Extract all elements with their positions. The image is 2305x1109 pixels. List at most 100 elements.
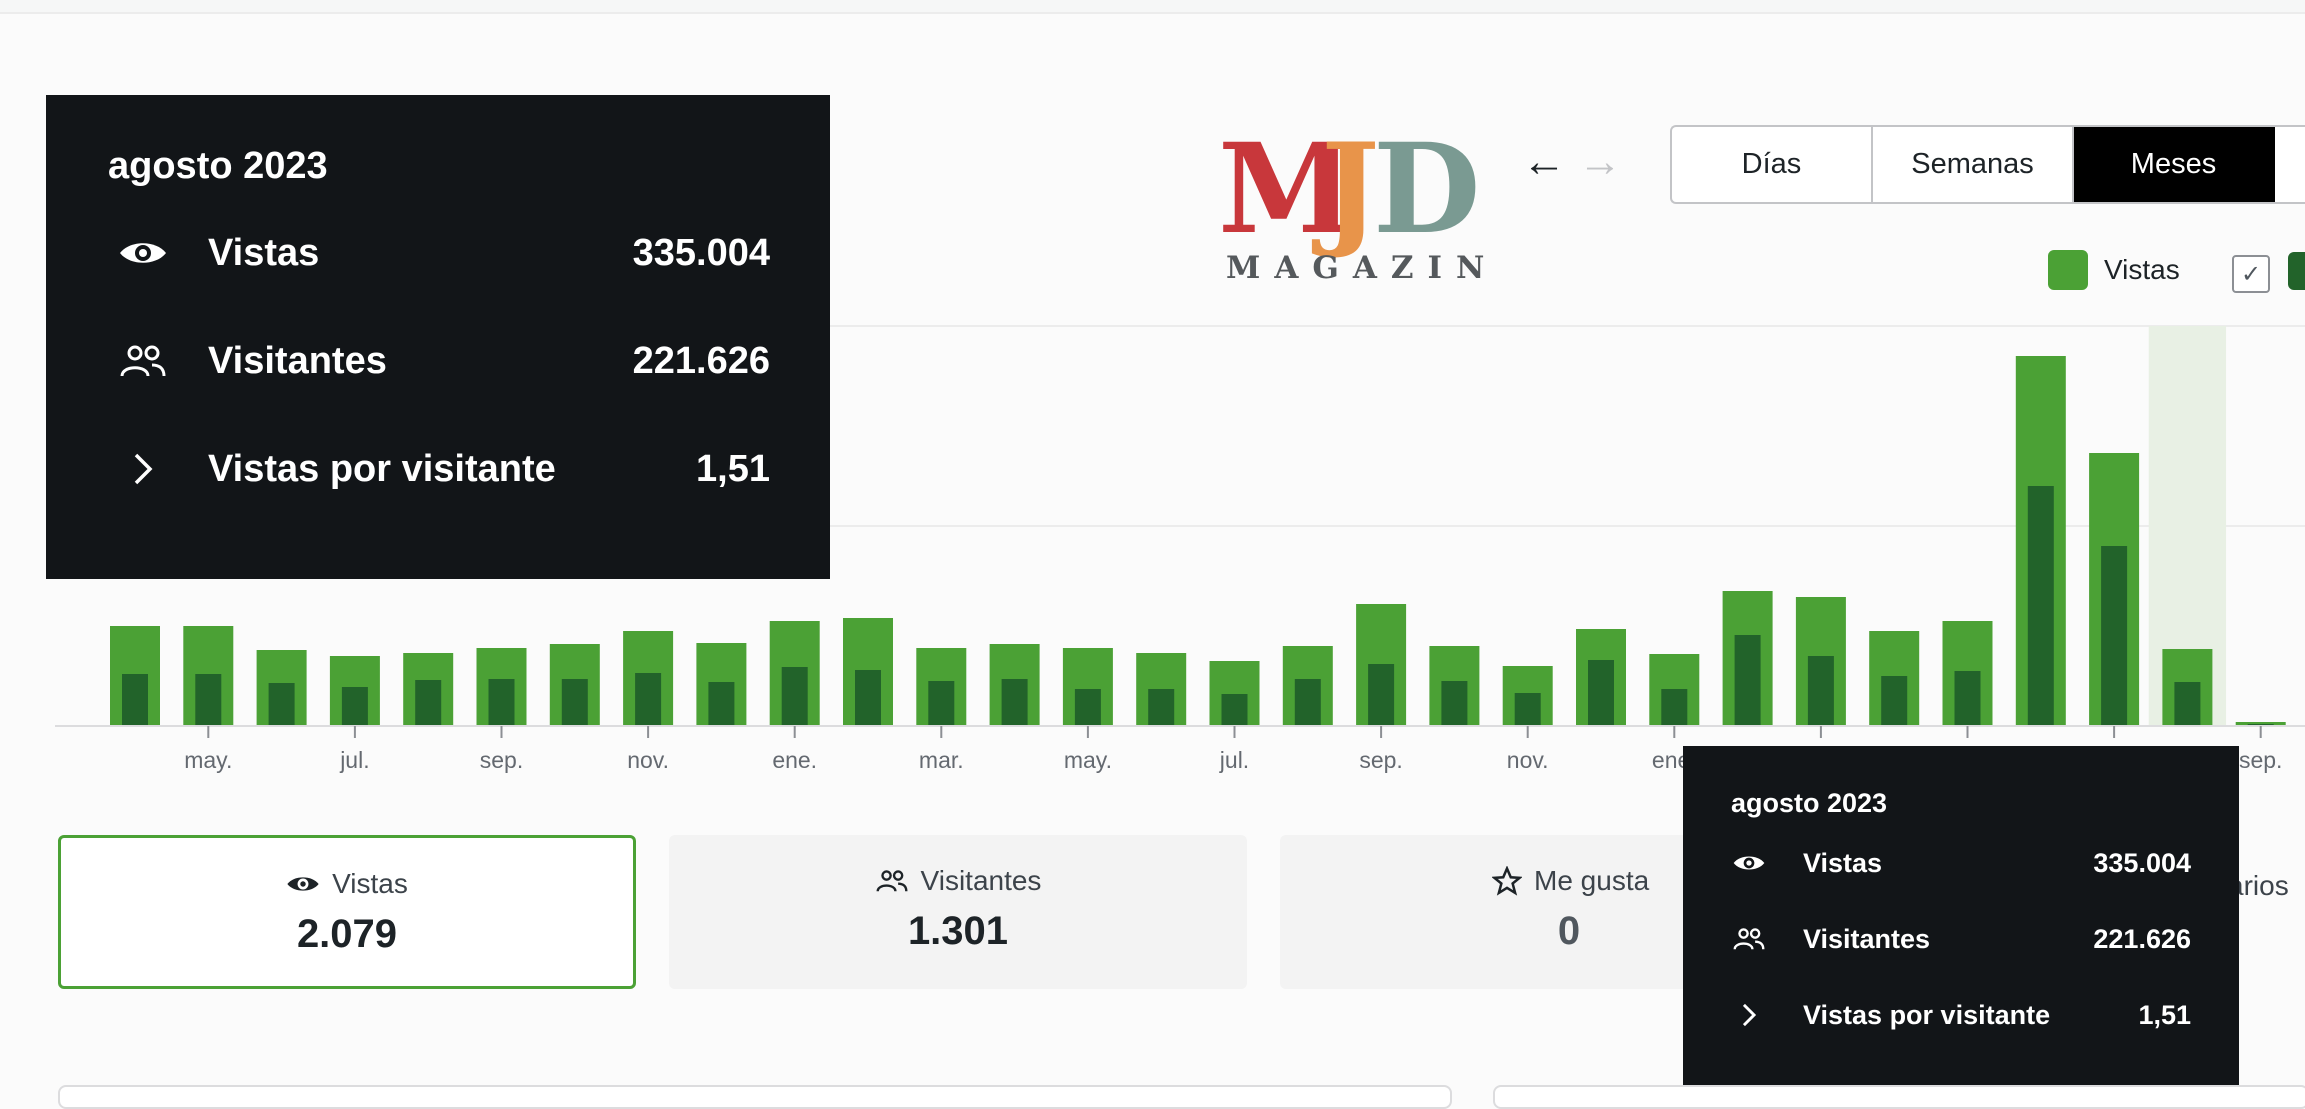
top-bar	[0, 0, 2305, 14]
legend-label-vistas: Vistas	[2104, 254, 2180, 285]
chart-svg[interactable]: may. jul. sep. nov. ene. mar. may. jul. sep. nov.…	[55, 320, 2305, 790]
stat-value: 2.079	[296, 912, 398, 956]
views-chart[interactable]: may. jul. sep. nov. ene. mar. may. jul. sep. nov.…	[55, 320, 2305, 790]
bar-visitantes	[2174, 682, 2201, 726]
bar-visitantes	[488, 679, 515, 726]
tooltip-value: 1,51	[696, 447, 770, 490]
tooltip-row-ratio: Vistas por visitante 1,51	[1731, 993, 2191, 1037]
period-selector: Días Semanas Meses	[1670, 125, 2305, 204]
bar-visitantes	[1734, 635, 1761, 726]
bar-visitantes	[1148, 689, 1175, 726]
x-tick-label: nov.	[1507, 747, 1549, 773]
x-tick-label: nov.	[627, 747, 669, 773]
logo-letter-d: D	[1373, 117, 1481, 262]
x-tick-label: sep.	[2239, 747, 2282, 773]
tooltip-row-vistas: Vistas 335.004	[118, 223, 770, 283]
bar-visitantes	[122, 674, 148, 726]
x-tick-label: jul.	[339, 747, 369, 773]
tooltip-label: Vistas	[1803, 847, 1883, 878]
legend-swatch-vistas	[2048, 250, 2088, 290]
bar-visitantes	[1881, 676, 1908, 726]
stat-label: Visitantes	[920, 865, 1042, 896]
chart-tooltip: agosto 2023 Vistas 335.004 Visitantes 22…	[1683, 746, 2239, 1095]
bar-visitantes	[855, 670, 881, 726]
chevron-right-icon	[1731, 1002, 1767, 1028]
x-tick-label: jul.	[1219, 747, 1249, 773]
stat-card-header: Me gusta	[1280, 865, 1858, 897]
bar-visitantes	[781, 667, 808, 726]
bar-visitantes	[415, 680, 442, 726]
tooltip-row-vistas: Vistas 335.004	[1731, 841, 2191, 885]
people-icon	[118, 343, 168, 379]
bar-visitantes	[635, 673, 662, 726]
site-logo: M J D MAGAZIN	[1218, 128, 1518, 288]
bar-visitantes	[341, 687, 368, 726]
tooltip-value: 335.004	[2093, 847, 2191, 878]
x-tick-label: sep.	[480, 747, 523, 773]
stat-card-visitantes[interactable]: Visitantes 1.301	[669, 835, 1247, 989]
bar-visitantes	[2027, 486, 2054, 726]
bar-visitantes	[1368, 664, 1395, 726]
x-tick-label: may.	[1064, 747, 1112, 773]
bar-visitantes	[1221, 694, 1248, 726]
bar-visitantes	[1514, 693, 1541, 726]
tooltip-label: Visitantes	[208, 339, 387, 382]
chart-legend: Vistas ✓	[2048, 250, 2305, 293]
logo-subtitle: MAGAZIN	[1226, 250, 1499, 286]
tooltip-value: 221.626	[2093, 923, 2191, 954]
bar-visitantes	[1661, 689, 1688, 726]
tab-meses[interactable]: Meses	[2074, 127, 2275, 202]
logo-letter-m: M	[1218, 117, 1356, 262]
bar-visitantes	[2101, 546, 2128, 726]
tab-dias[interactable]: Días	[1672, 127, 1873, 202]
bar-visitantes	[195, 674, 222, 726]
tooltip-row-visitantes: Visitantes 221.626	[1731, 917, 2191, 961]
tooltip-label: Visitantes	[1803, 923, 1931, 954]
tooltip-value: 1,51	[2138, 999, 2191, 1030]
tooltip-label: Vistas por visitante	[208, 447, 556, 490]
legend-swatch-visitantes[interactable]	[2288, 252, 2305, 290]
tooltip-value: 335.004	[632, 231, 770, 274]
eye-icon	[118, 238, 168, 268]
x-tick-label: mar.	[919, 747, 964, 773]
bar-visitantes	[268, 683, 295, 726]
next-period-arrow-icon[interactable]: →	[1578, 137, 1622, 186]
stat-label: Me gusta	[1534, 865, 1650, 896]
tooltip-value: 221.626	[632, 339, 770, 382]
eye-icon	[286, 873, 320, 895]
stat-card-vistas[interactable]: Vistas 2.079	[58, 835, 636, 989]
bar-visitantes	[1294, 679, 1321, 726]
tooltip-title: agosto 2023	[1731, 788, 1888, 818]
previous-period-arrow-icon[interactable]: ←	[1522, 137, 1566, 186]
tooltip-title: agosto 2023	[108, 145, 328, 187]
bar-visitantes	[1588, 660, 1614, 726]
bar-visitantes	[1954, 671, 1981, 726]
bar-visitantes	[1001, 679, 1028, 726]
bottom-panel-left	[58, 1085, 1452, 1109]
logo-letter-j: J	[1321, 117, 1380, 262]
bar-visitantes	[561, 679, 588, 726]
tooltip-label: Vistas	[208, 231, 320, 274]
bar-visitantes	[1807, 656, 1834, 726]
stat-value: 1.301	[907, 909, 1009, 953]
eye-icon	[1731, 853, 1767, 873]
bar-visitantes	[1441, 681, 1468, 726]
bar-visitantes	[1074, 689, 1101, 726]
tooltip-row-visitantes: Visitantes 221.626	[118, 331, 770, 391]
x-tick-label: ene.	[772, 747, 817, 773]
people-icon	[875, 868, 909, 894]
tooltip-label: Vistas por visitante	[1803, 999, 2051, 1030]
stat-card-header: Visitantes	[669, 865, 1247, 897]
tab-overflow[interactable]	[2275, 127, 2305, 202]
zoomed-tooltip: agosto 2023 Vistas 335.004 Visitantes 22…	[46, 95, 830, 579]
people-icon	[1731, 926, 1767, 952]
x-tick-label: may.	[184, 747, 232, 773]
x-tick-label: sep.	[1359, 747, 1402, 773]
tab-semanas[interactable]: Semanas	[1873, 127, 2074, 202]
star-icon	[1492, 866, 1522, 896]
stat-value: 0	[1557, 909, 1581, 953]
legend-checkbox[interactable]: ✓	[2232, 255, 2270, 293]
bar-visitantes	[708, 682, 735, 726]
stat-label: Vistas	[332, 868, 408, 899]
chevron-right-icon	[118, 451, 168, 487]
